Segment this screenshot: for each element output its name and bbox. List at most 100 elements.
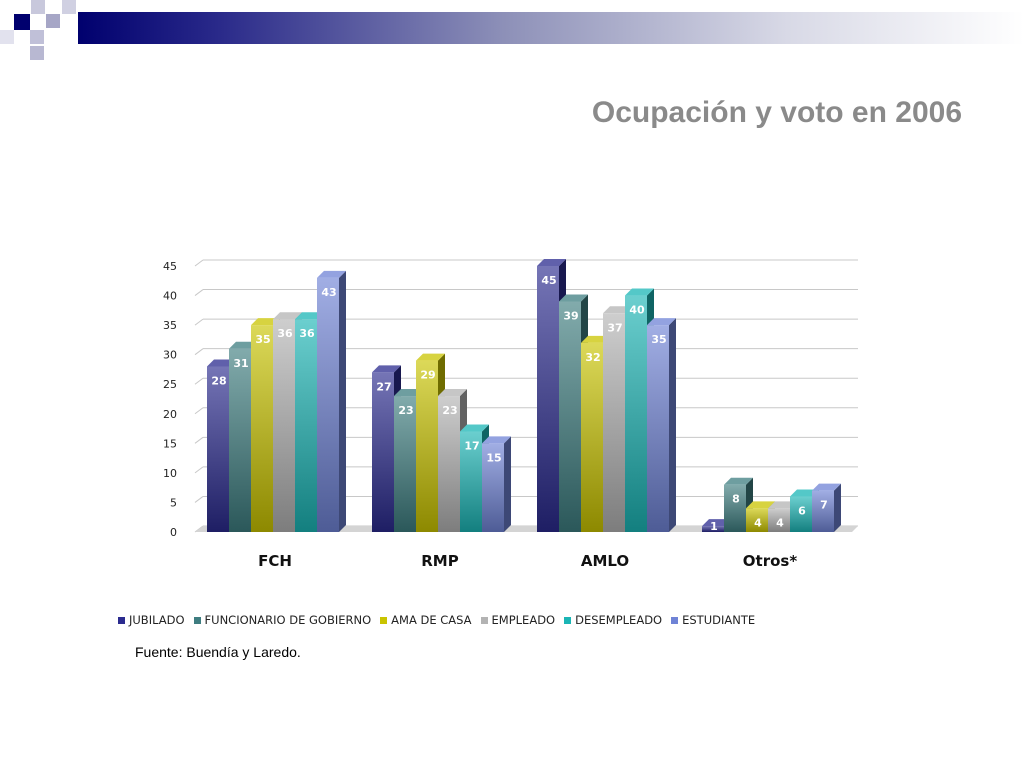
y-tick-label: 0: [170, 526, 177, 539]
legend-item: DESEMPLEADO: [564, 613, 662, 627]
data-label: 1: [710, 520, 718, 533]
data-label: 23: [442, 404, 457, 417]
chart-floor: [195, 526, 858, 532]
bar: [394, 396, 416, 532]
data-label: 37: [607, 321, 622, 334]
gridline-depth: [194, 496, 204, 503]
bar-top: [394, 389, 423, 397]
data-label: 15: [486, 451, 501, 464]
bar: [438, 396, 460, 532]
y-tick-label: 45: [163, 260, 177, 273]
slide-corner-decoration: [0, 0, 76, 60]
bar-top: [273, 312, 302, 320]
bar-side: [504, 436, 511, 532]
gridline-depth: [194, 289, 204, 296]
data-label: 36: [299, 327, 315, 340]
bar: [746, 508, 768, 532]
bar-top: [295, 312, 324, 320]
x-tick-label: RMP: [421, 552, 458, 570]
legend-label: FUNCIONARIO DE GOBIERNO: [204, 613, 372, 627]
bar-top: [559, 294, 588, 302]
bar: [625, 295, 647, 532]
bar-top: [482, 436, 511, 444]
y-tick-label: 5: [170, 496, 177, 509]
bar: [537, 266, 559, 532]
legend-label: DESEMPLEADO: [575, 613, 663, 627]
bar-top: [647, 318, 676, 326]
bar: [229, 348, 251, 532]
bar: [416, 360, 438, 532]
gridline-depth: [194, 407, 204, 415]
gridline-depth: [194, 259, 204, 267]
bar-top: [438, 389, 467, 397]
data-label: 35: [651, 333, 666, 346]
bar-top: [207, 359, 236, 367]
bar: [559, 301, 581, 532]
y-tick-label: 15: [163, 437, 177, 450]
x-tick-label: Otros*: [743, 552, 798, 570]
legend-label: AMA DE CASA: [391, 613, 472, 627]
data-label: 6: [798, 505, 806, 518]
bar: [251, 325, 273, 532]
gridline-depth: [194, 318, 204, 326]
gridline-depth: [194, 436, 204, 444]
bar: [317, 277, 339, 532]
bar-top: [702, 519, 731, 527]
gridline-depth: [194, 466, 204, 474]
data-label: 35: [255, 333, 270, 346]
slide-title: Ocupación y voto en 2006: [591, 96, 962, 129]
legend-swatch: [480, 616, 488, 624]
bar-top: [372, 365, 401, 373]
data-label: 31: [233, 357, 248, 370]
y-tick-label: 20: [163, 408, 177, 421]
y-tick-label: 10: [163, 467, 177, 480]
bar: [647, 325, 669, 532]
legend-swatch: [671, 616, 679, 624]
legend-label: EMPLEADO: [491, 613, 556, 627]
data-label: 40: [629, 304, 645, 317]
source-note: Fuente: Buendía y Laredo.: [135, 644, 301, 660]
bar-chart: 0 5 10 15 20 25 30 35 40 45 28 31 35 36 36 43 FCH 27 23 29 2…: [163, 259, 858, 570]
bar-top: [229, 341, 258, 349]
bar: [702, 526, 724, 532]
data-label: 29: [420, 369, 435, 382]
data-label: 23: [398, 404, 413, 417]
data-label: 32: [585, 351, 600, 364]
bar-top: [603, 306, 632, 314]
data-label: 17: [464, 440, 479, 453]
bar-top: [251, 318, 280, 326]
data-label: 39: [563, 309, 578, 322]
gridline-depth: [194, 377, 204, 385]
gridline-depth: [194, 348, 204, 356]
data-label: 36: [277, 327, 293, 340]
bar: [603, 313, 625, 532]
legend-item: AMA DE CASA: [380, 613, 472, 627]
legend-label: ESTUDIANTE: [682, 613, 756, 627]
bar-top: [724, 477, 753, 485]
legend-item: ESTUDIANTE: [671, 613, 755, 627]
bar: [207, 366, 229, 532]
header-gradient-band: [78, 12, 1024, 44]
bar: [768, 508, 790, 532]
y-tick-label: 40: [163, 290, 177, 303]
bar-top: [746, 501, 775, 509]
data-label: 7: [820, 499, 828, 512]
bar-top: [460, 424, 489, 432]
data-label: 45: [541, 274, 556, 287]
legend-item: JUBILADO: [118, 613, 185, 627]
y-tick-label: 25: [163, 378, 177, 391]
legend-swatch: [193, 616, 201, 624]
bar: [724, 484, 746, 532]
data-label: 43: [321, 286, 336, 299]
bar: [372, 372, 394, 532]
bar-top: [317, 270, 346, 278]
bar: [581, 342, 603, 532]
chart-legend: JUBILADO FUNCIONARIO DE GOBIERNO AMA DE CA…: [118, 613, 938, 627]
data-label: 4: [776, 516, 784, 529]
bar: [482, 443, 504, 532]
data-label: 4: [754, 516, 762, 529]
legend-item: EMPLEADO: [480, 613, 556, 627]
data-label: 28: [211, 374, 226, 387]
legend-swatch: [118, 616, 125, 624]
bar: [790, 496, 812, 532]
